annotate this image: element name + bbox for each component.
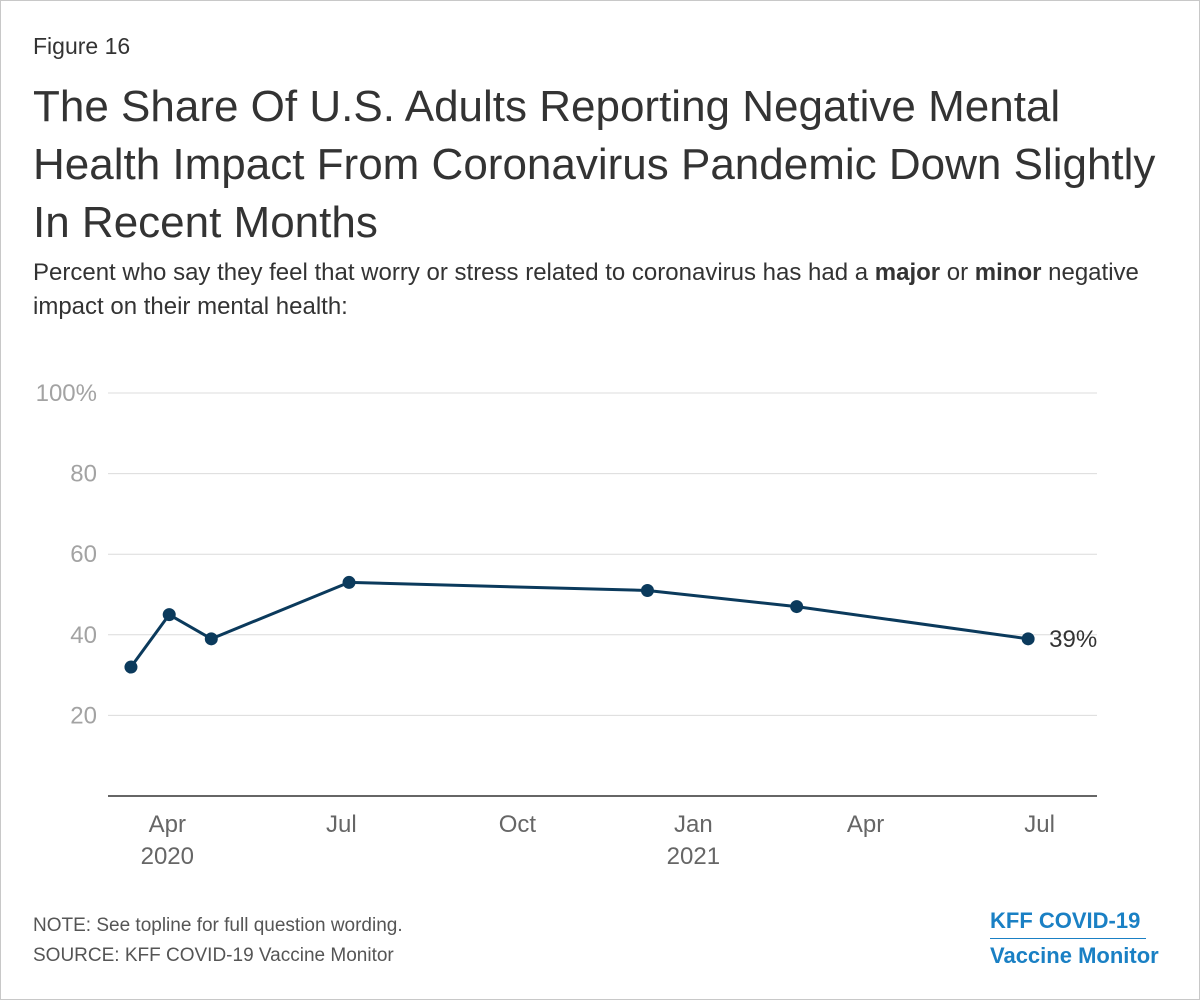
subtitle-text-3: negative impact on their mental health:: [33, 259, 1139, 320]
brand-line-1: KFF COVID-19: [990, 906, 1146, 939]
figure-label: Figure 16: [33, 33, 131, 59]
subtitle-bold-minor: minor: [974, 259, 1042, 286]
y-tick-label: 40: [70, 622, 97, 649]
x-tick-label: Apr: [847, 811, 884, 838]
x-tick-label: Jul: [326, 811, 357, 838]
data-point: [162, 608, 176, 622]
x-tick-year-label: 2021: [667, 843, 720, 870]
chart-subtitle: Percent who say they feel that worry or …: [33, 256, 1153, 324]
x-tick-label: Jan: [674, 811, 713, 838]
x-tick-year-label: 2020: [141, 843, 194, 870]
subtitle-bold-major: major: [874, 259, 941, 286]
brand-logo: KFF COVID-19 Vaccine Monitor: [990, 906, 1166, 971]
data-point: [1021, 632, 1035, 646]
y-tick-label: 60: [70, 541, 97, 568]
y-tick-label: 80: [70, 461, 97, 488]
subtitle-text-2: or: [940, 259, 975, 286]
data-point: [204, 632, 218, 646]
subtitle-text-1: Percent who say they feel that worry or …: [33, 259, 875, 286]
source-text: SOURCE: KFF COVID-19 Vaccine Monitor: [33, 945, 394, 966]
brand-line-2: Vaccine Monitor: [990, 943, 1159, 968]
x-tick-label: Jul: [1024, 811, 1055, 838]
notes-block: NOTE: See topline for full question word…: [33, 911, 403, 971]
x-tick-label: Oct: [499, 811, 537, 838]
data-point: [640, 583, 654, 597]
y-tick-label: 20: [70, 702, 97, 729]
data-point: [342, 575, 356, 589]
series-line: [129, 580, 1029, 668]
y-tick-label: 100%: [36, 380, 97, 407]
chart-title: The Share Of U.S. Adults Reporting Negat…: [33, 82, 1156, 247]
data-point: [790, 600, 804, 614]
end-value-label: 39%: [1049, 626, 1097, 653]
data-point: [124, 660, 138, 674]
line-chart: 20 40 60 80 100% Apr 2020 Jul Oct Jan 2021 Apr Jul 39…: [36, 380, 1098, 870]
note-text: NOTE: See topline for full question word…: [33, 915, 403, 936]
x-tick-label: Apr: [149, 811, 186, 838]
